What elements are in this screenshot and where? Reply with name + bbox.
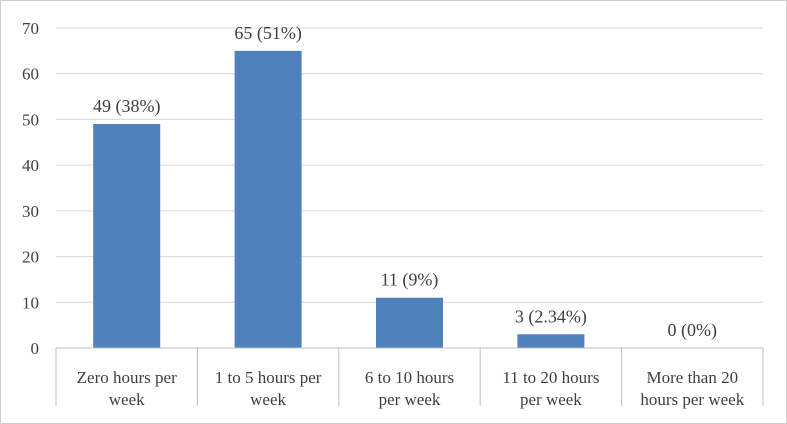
x-tick-label: Zero hours per <box>77 368 177 387</box>
bar <box>376 297 443 348</box>
x-tick-label: More than 20 <box>647 368 739 387</box>
x-tick-label: week <box>250 390 286 409</box>
x-tick-label: week <box>109 390 145 409</box>
data-label: 11 (9%) <box>381 270 439 291</box>
x-tick-label: 11 to 20 hours <box>502 368 599 387</box>
data-label: 3 (2.34%) <box>515 306 587 327</box>
y-tick-label: 40 <box>22 156 39 175</box>
y-tick-label: 0 <box>31 339 40 358</box>
gridlines <box>56 27 763 303</box>
axes <box>55 347 764 406</box>
y-tick-label: 60 <box>22 65 39 84</box>
x-tick-label: hours per week <box>640 390 744 409</box>
data-label: 65 (51%) <box>234 23 301 44</box>
x-tick-label: per week <box>520 390 582 409</box>
x-tick-label: 6 to 10 hours <box>365 368 454 387</box>
labels: 0 10 20 30 40 50 60 70 49 (38%) Zero hours per wee… <box>22 19 745 409</box>
y-tick-label: 20 <box>22 248 39 267</box>
y-tick-label: 70 <box>22 19 39 38</box>
bar <box>234 50 302 348</box>
x-tick-label: per week <box>379 390 441 409</box>
bars <box>93 50 585 348</box>
data-label: 0 (0%) <box>668 320 717 341</box>
y-tick-label: 30 <box>22 202 39 221</box>
data-label: 49 (38%) <box>93 96 160 117</box>
bar <box>517 334 585 348</box>
y-tick-label: 10 <box>22 293 39 312</box>
bar <box>93 124 161 348</box>
y-tick-label: 50 <box>22 110 39 129</box>
x-tick-label: 1 to 5 hours per <box>215 368 322 387</box>
